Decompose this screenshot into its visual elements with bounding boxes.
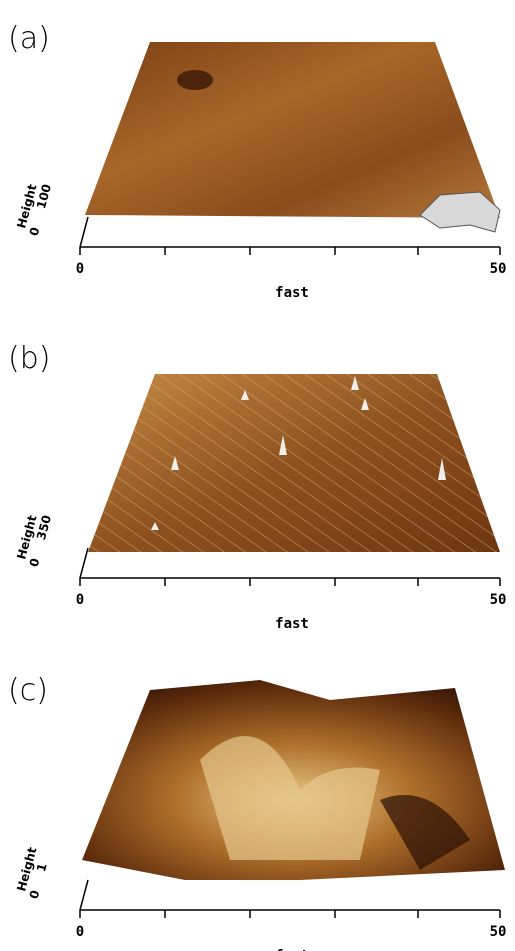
panel: (c)050fast10Height — [8, 673, 506, 951]
height-bottom: 0 — [27, 557, 43, 569]
x-start: 0 — [76, 592, 84, 608]
x-label: fast — [275, 948, 309, 951]
surface — [85, 42, 500, 218]
spike — [279, 435, 287, 455]
height-top: 350 — [34, 514, 54, 542]
x-start: 0 — [76, 924, 84, 940]
z-axis — [79, 879, 89, 911]
spike — [241, 390, 249, 400]
ridge — [200, 736, 380, 860]
pit — [177, 70, 213, 90]
surface-texture — [88, 374, 500, 552]
spike — [438, 458, 446, 480]
spike — [151, 522, 159, 530]
height-bottom: 0 — [27, 226, 43, 238]
x-start: 0 — [76, 261, 84, 277]
x-label: fast — [275, 285, 309, 301]
height-bottom: 0 — [27, 889, 43, 901]
panel-label: (b) — [8, 341, 50, 376]
height-top: 100 — [34, 183, 54, 211]
shadow — [380, 795, 470, 870]
x-label: fast — [275, 616, 309, 632]
z-axis — [79, 216, 89, 248]
panel-label: (c) — [8, 673, 48, 708]
x-end: 50 — [490, 592, 507, 608]
spike — [171, 456, 179, 470]
x-end: 50 — [490, 924, 507, 940]
z-axis — [79, 547, 89, 579]
edge-feature — [419, 191, 501, 233]
panel-label: (a) — [8, 21, 50, 56]
spike — [361, 398, 369, 410]
spike — [351, 376, 359, 390]
x-end: 50 — [490, 261, 507, 277]
height-top: 1 — [34, 862, 50, 874]
